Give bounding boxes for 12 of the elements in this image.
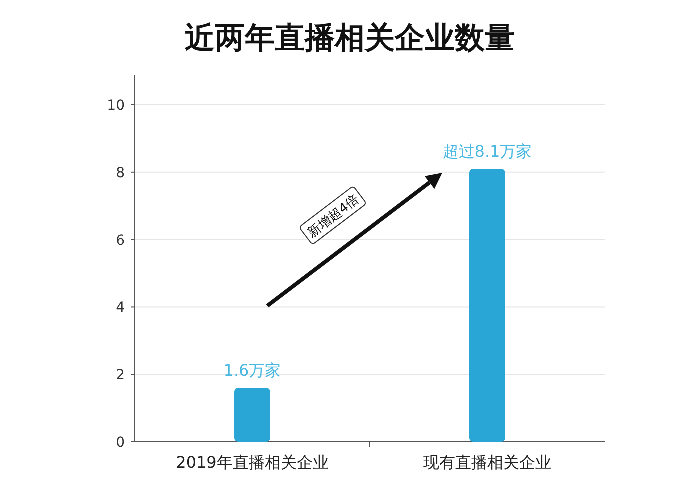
y-tick-label: 4 [116, 300, 126, 316]
y-tick-label: 2 [116, 368, 125, 384]
x-tick-label: 现有直播相关企业 [424, 453, 552, 472]
x-tick-label: 2019年直播相关企业 [176, 453, 329, 472]
annotation: 新增超4倍 [305, 192, 362, 241]
data-label: 1.6万家 [224, 361, 282, 380]
chart-title: 近两年直播相关企业数量 [185, 21, 515, 56]
y-tick-label: 6 [116, 232, 126, 249]
y-tick-label: 0 [116, 435, 125, 451]
y-tick-label: 10 [107, 98, 125, 114]
data-label: 超过8.1万家 [442, 142, 532, 162]
y-tick-label: 8 [116, 165, 125, 182]
